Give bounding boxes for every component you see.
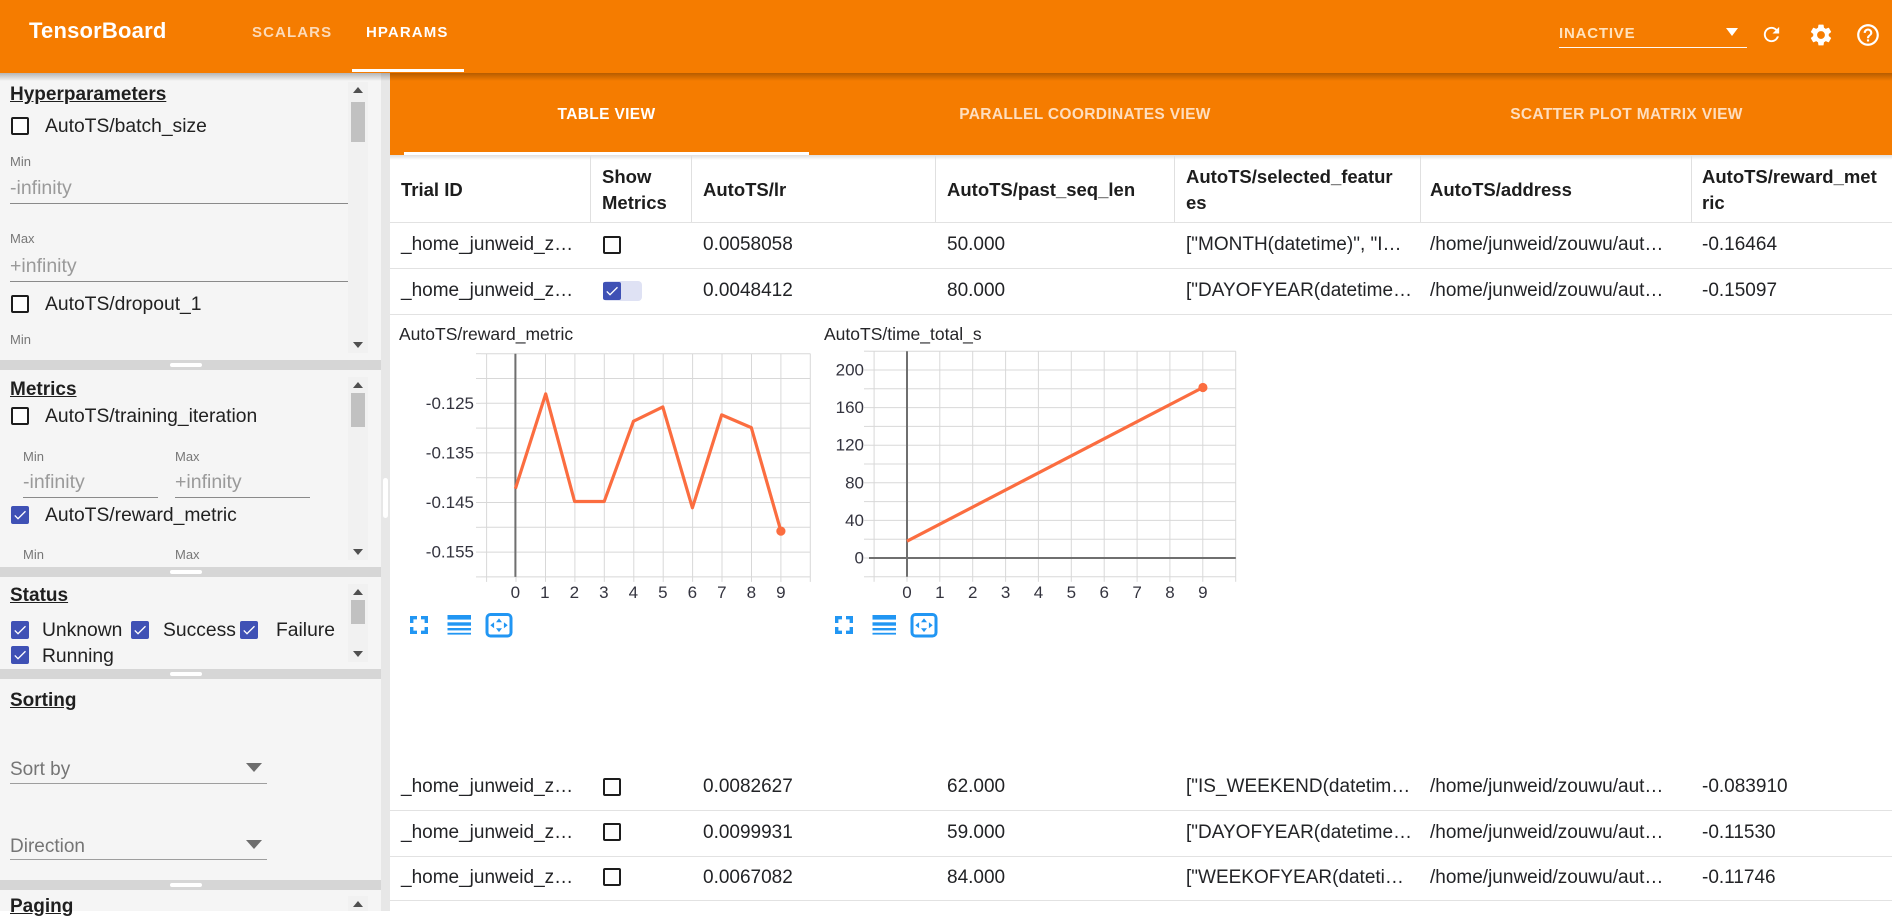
- svg-text:8: 8: [1165, 583, 1174, 602]
- svg-text:4: 4: [1034, 583, 1043, 602]
- svg-text:200: 200: [836, 361, 864, 380]
- svg-text:5: 5: [1067, 583, 1076, 602]
- svg-text:0: 0: [511, 583, 520, 602]
- svg-text:1: 1: [540, 583, 549, 602]
- svg-text:160: 160: [836, 398, 864, 417]
- svg-text:9: 9: [1198, 583, 1207, 602]
- svg-text:80: 80: [845, 473, 864, 492]
- svg-text:4: 4: [629, 583, 638, 602]
- svg-text:0: 0: [855, 549, 864, 568]
- svg-text:9: 9: [776, 583, 785, 602]
- svg-text:40: 40: [845, 511, 864, 530]
- svg-text:5: 5: [658, 583, 667, 602]
- svg-text:1: 1: [935, 583, 944, 602]
- svg-text:6: 6: [688, 583, 697, 602]
- svg-text:8: 8: [747, 583, 756, 602]
- svg-text:6: 6: [1099, 583, 1108, 602]
- svg-text:-0.125: -0.125: [426, 394, 474, 413]
- svg-text:-0.145: -0.145: [426, 493, 474, 512]
- svg-text:3: 3: [1001, 583, 1010, 602]
- svg-text:0: 0: [902, 583, 911, 602]
- svg-text:2: 2: [570, 583, 579, 602]
- svg-text:7: 7: [717, 583, 726, 602]
- svg-text:-0.135: -0.135: [426, 443, 474, 462]
- svg-text:3: 3: [599, 583, 608, 602]
- svg-text:120: 120: [836, 436, 864, 455]
- svg-text:2: 2: [968, 583, 977, 602]
- svg-text:-0.155: -0.155: [426, 543, 474, 562]
- svg-text:7: 7: [1132, 583, 1141, 602]
